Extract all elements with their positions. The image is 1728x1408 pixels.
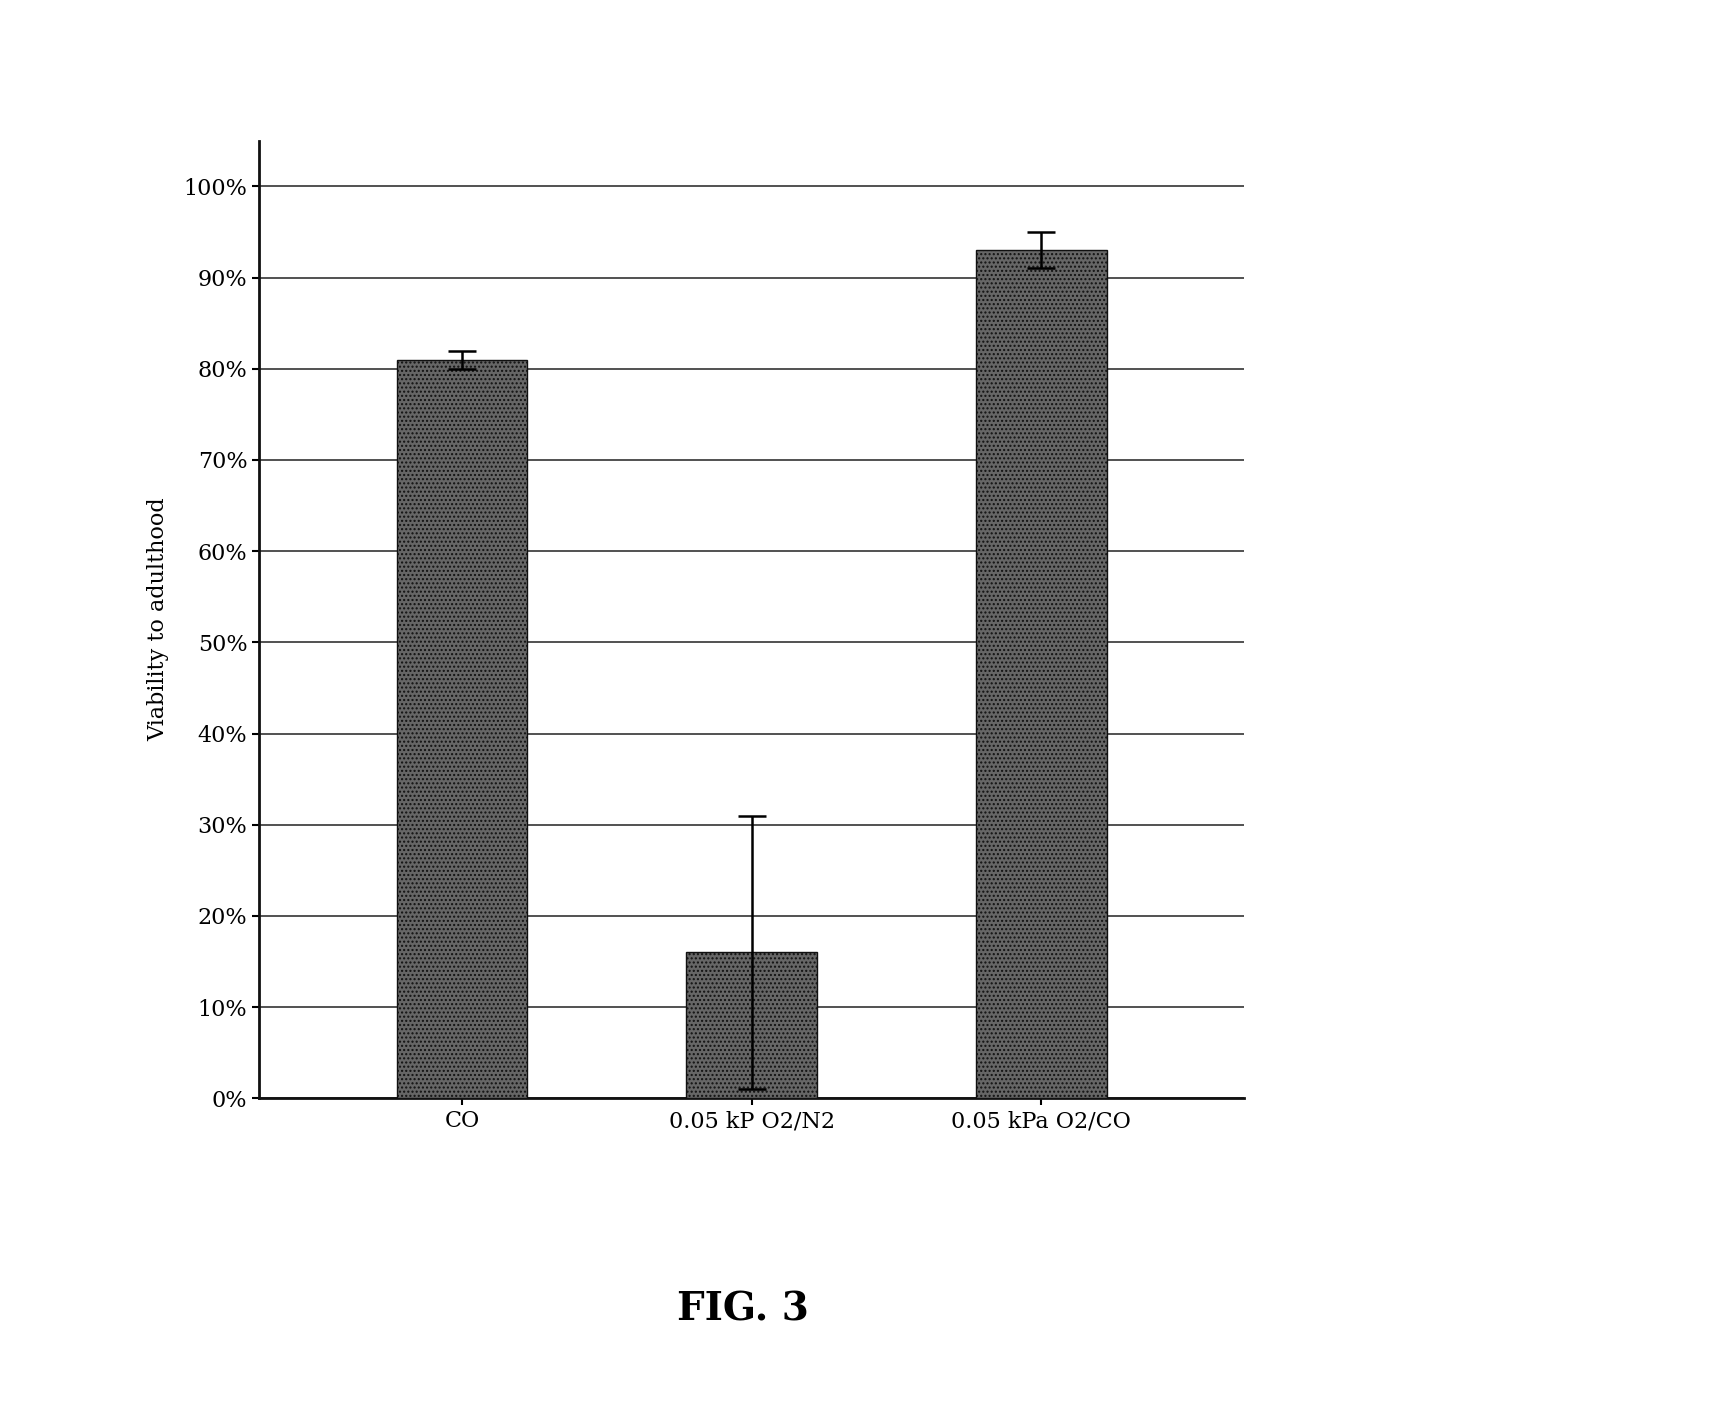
- Y-axis label: Viability to adulthood: Viability to adulthood: [147, 497, 169, 742]
- Bar: [397, 359, 527, 1098]
- Text: FIG. 3: FIG. 3: [677, 1291, 809, 1328]
- Bar: [686, 952, 817, 1098]
- Bar: [976, 251, 1106, 1098]
